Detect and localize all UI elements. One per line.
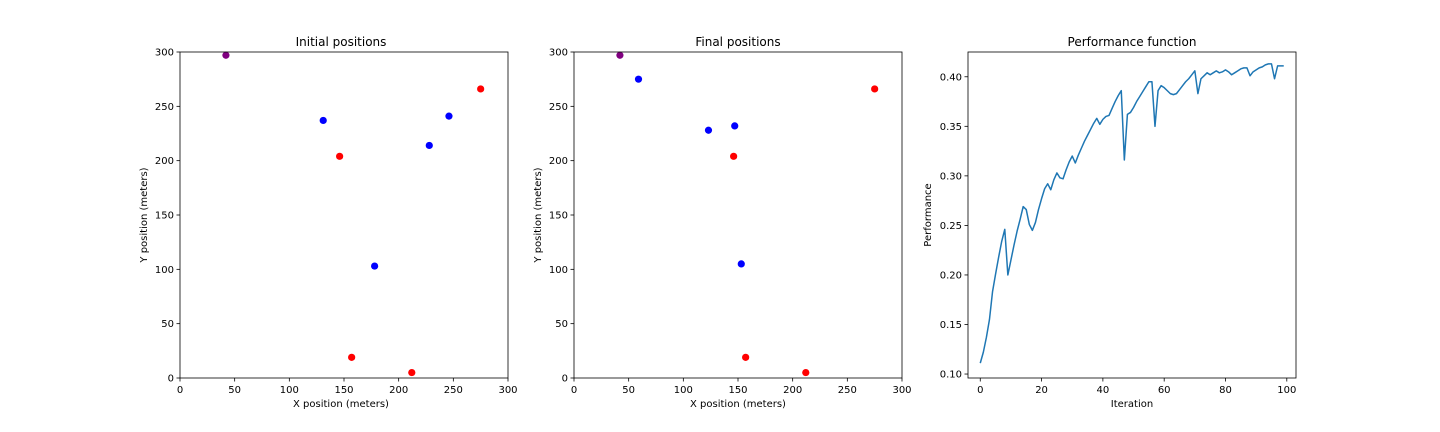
initial-positions-panel: Initial positions X position (meters) Y …	[139, 35, 518, 410]
scatter-point-7	[425, 141, 433, 150]
y-tick-label-1: 50	[161, 319, 174, 330]
x-axis-label: X position (meters)	[690, 399, 786, 410]
x-tick-label-0: 0	[177, 385, 183, 396]
y-tick-label-4: 200	[155, 156, 174, 167]
y-tick-label-0: 0	[168, 374, 174, 385]
y-tick-label-2: 0.20	[940, 270, 962, 281]
x-tick-label-3: 150	[334, 385, 353, 396]
scatter-point-8	[737, 260, 745, 268]
y-tick-label-0: 0	[562, 374, 568, 385]
x-tick-label-4: 80	[1219, 385, 1232, 396]
y-tick-label-6: 300	[155, 48, 174, 59]
y-tick-label-5: 250	[155, 102, 174, 113]
x-tick-label-5: 100	[1277, 385, 1296, 396]
y-tick-label-2: 100	[155, 265, 174, 276]
y-tick-label-3: 150	[549, 211, 568, 222]
y-tick-label-3: 0.25	[940, 221, 962, 232]
y-tick-label-6: 0.40	[940, 72, 962, 83]
scatter-point-4	[802, 368, 810, 377]
y-tick-label-1: 0.15	[940, 320, 962, 331]
y-tick-label-6: 300	[549, 48, 568, 59]
chart-title: Initial positions	[296, 35, 387, 49]
series-line-0	[979, 63, 1284, 364]
scatter-point-1	[477, 85, 485, 93]
x-tick-label-1: 50	[622, 385, 635, 396]
y-axis-label: Y position (meters)	[533, 167, 544, 263]
x-tick-label-1: 50	[228, 385, 241, 396]
y-tick-label-1: 50	[555, 319, 568, 330]
scatter-point-0	[616, 51, 624, 59]
x-tick-label-2: 100	[674, 385, 693, 396]
scatter-point-3	[348, 353, 356, 361]
x-axis-label: Iteration	[1111, 399, 1153, 410]
x-tick-label-0: 0	[977, 385, 983, 396]
x-tick-label-0: 0	[571, 385, 577, 396]
y-tick-label-5: 0.35	[940, 122, 962, 133]
scatter-point-2	[336, 152, 344, 160]
y-axis-label: Performance	[923, 183, 934, 246]
scatter-point-6	[445, 112, 453, 120]
y-tick-label-4: 200	[549, 156, 568, 167]
x-tick-label-3: 150	[728, 385, 747, 396]
y-tick-label-3: 150	[155, 211, 174, 222]
scatter-point-6	[704, 126, 713, 134]
scatter-point-3	[742, 353, 750, 361]
x-tick-label-1: 20	[1035, 385, 1048, 396]
y-tick-label-5: 250	[549, 102, 568, 113]
scatter-point-0	[222, 51, 230, 59]
chart-title: Performance function	[1068, 35, 1197, 49]
y-tick-label-2: 100	[549, 265, 568, 276]
x-tick-label-6: 300	[892, 385, 911, 396]
x-tick-label-2: 40	[1097, 385, 1110, 396]
performance-function-panel: Performance function Iteration Performan…	[923, 35, 1297, 410]
scatter-point-4	[408, 368, 416, 377]
x-tick-label-2: 100	[280, 385, 299, 396]
x-tick-label-4: 200	[783, 385, 802, 396]
x-tick-label-6: 300	[498, 385, 517, 396]
scatter-point-8	[371, 262, 379, 270]
y-tick-label-0: 0.10	[940, 370, 962, 381]
x-axis-label: X position (meters)	[293, 399, 389, 410]
x-tick-label-5: 250	[444, 385, 463, 396]
chart-title: Final positions	[695, 35, 780, 49]
x-tick-label-4: 200	[389, 385, 408, 396]
x-tick-label-3: 60	[1158, 385, 1171, 396]
x-tick-label-5: 250	[838, 385, 857, 396]
final-positions-panel: Final positions X position (meters) Y po…	[533, 35, 912, 410]
scatter-point-5	[319, 116, 327, 125]
scatter-point-2	[730, 152, 738, 160]
axes-frame	[967, 51, 1297, 379]
y-axis-label: Y position (meters)	[139, 167, 150, 263]
scatter-point-1	[871, 85, 879, 93]
y-tick-label-4: 0.30	[940, 171, 962, 182]
scatter-point-5	[634, 75, 643, 83]
scatter-point-7	[731, 122, 739, 130]
